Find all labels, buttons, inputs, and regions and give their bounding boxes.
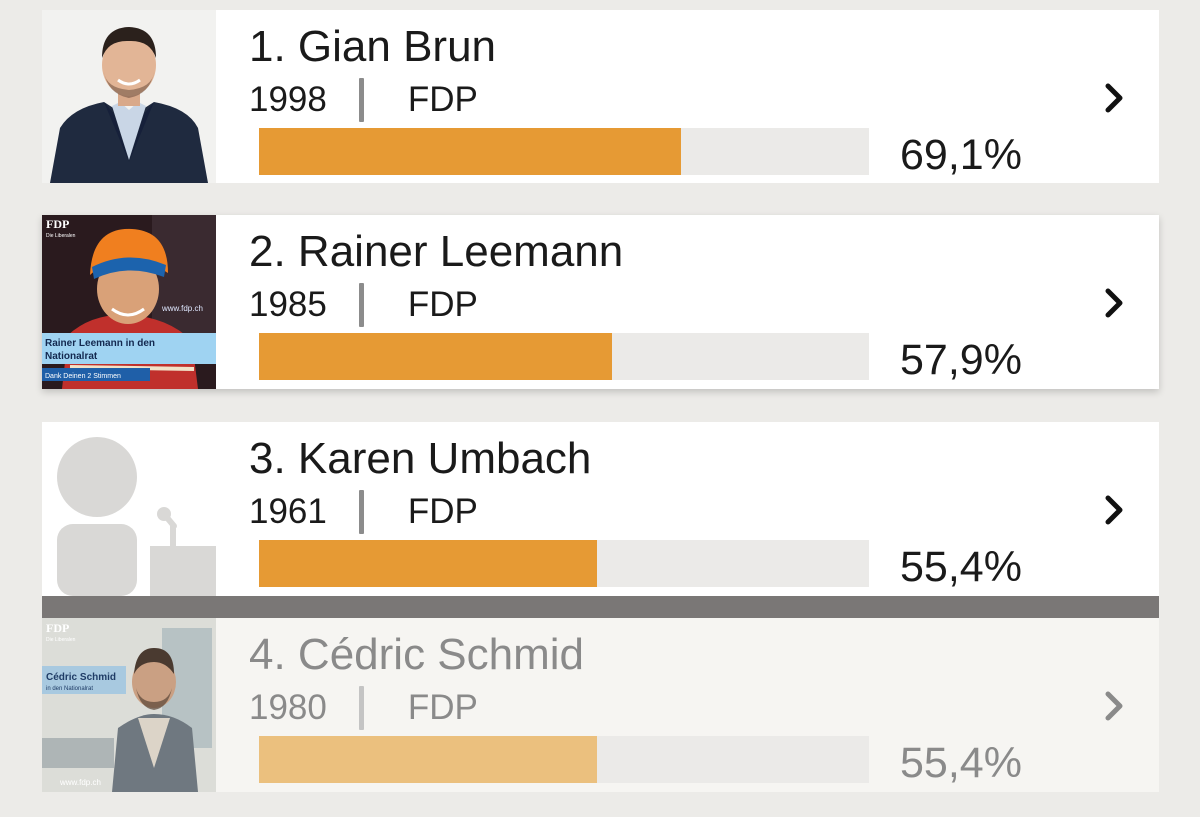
vote-share-percent: 69,1% bbox=[900, 131, 1022, 179]
campaign-logo-sub: Die Liberalen bbox=[46, 637, 76, 643]
candidate-card-4[interactable]: FDP Die Liberalen Cédric Schmid in den N… bbox=[42, 618, 1159, 792]
campaign-banner-small: Dank Deinen 2 Stimmen bbox=[45, 373, 121, 380]
vote-share-bar-fill bbox=[259, 540, 597, 587]
birth-year: 1985 bbox=[249, 285, 327, 324]
meta-separator bbox=[358, 283, 364, 327]
vote-share-bar bbox=[259, 128, 869, 175]
campaign-logo: FDP bbox=[46, 621, 69, 635]
birth-year: 1998 bbox=[249, 80, 327, 119]
vote-share-bar bbox=[259, 333, 869, 380]
campaign-url: www.fdp.ch bbox=[59, 778, 101, 787]
chevron-right-icon[interactable] bbox=[1096, 285, 1132, 321]
campaign-url: www.fdp.ch bbox=[161, 304, 203, 313]
candidate-meta: 1980 FDP bbox=[249, 686, 478, 730]
candidate-card-3[interactable]: 3. Karen Umbach 1961 FDP 55,4% bbox=[42, 422, 1159, 596]
chevron-right-icon[interactable] bbox=[1096, 688, 1132, 724]
candidate-meta: 1985 FDP bbox=[249, 283, 478, 327]
birth-year: 1961 bbox=[249, 492, 327, 531]
party-label: FDP bbox=[407, 688, 478, 727]
candidate-photo: FDP Die Liberalen Cédric Schmid in den N… bbox=[42, 618, 216, 792]
campaign-banner-line-1: Rainer Leemann in den bbox=[45, 338, 155, 349]
birth-year: 1980 bbox=[249, 688, 327, 727]
campaign-banner-line-2: in den Nationalrat bbox=[46, 686, 93, 692]
candidate-name: 2. Rainer Leemann bbox=[249, 227, 624, 276]
meta-separator bbox=[358, 686, 364, 730]
chevron-right-icon[interactable] bbox=[1096, 80, 1132, 116]
vote-share-bar-fill bbox=[259, 128, 681, 175]
vote-share-percent: 55,4% bbox=[900, 739, 1022, 787]
candidate-photo bbox=[42, 10, 216, 183]
candidate-meta: 1961 FDP bbox=[249, 490, 478, 534]
vote-share-bar bbox=[259, 540, 869, 587]
vote-share-percent: 57,9% bbox=[900, 336, 1022, 384]
candidate-name: 4. Cédric Schmid bbox=[249, 630, 585, 679]
vote-share-percent: 55,4% bbox=[900, 543, 1022, 591]
campaign-logo-sub: Die Liberalen bbox=[46, 233, 76, 239]
vote-share-bar-fill bbox=[259, 333, 613, 380]
cutoff-divider bbox=[42, 596, 1159, 618]
meta-separator bbox=[358, 490, 364, 534]
placeholder-avatar-icon bbox=[42, 422, 216, 596]
candidate-name: 1. Gian Brun bbox=[249, 22, 497, 71]
campaign-logo: FDP bbox=[46, 217, 69, 231]
party-label: FDP bbox=[407, 492, 478, 531]
party-label: FDP bbox=[407, 285, 478, 324]
campaign-banner-line-2: Nationalrat bbox=[45, 351, 98, 362]
candidate-card-1[interactable]: 1. Gian Brun 1998 FDP 69,1% bbox=[42, 10, 1159, 183]
candidate-photo: FDP Die Liberalen www.fdp.ch Rainer Leem… bbox=[42, 215, 216, 389]
party-label: FDP bbox=[407, 80, 478, 119]
candidate-card-2[interactable]: FDP Die Liberalen www.fdp.ch Rainer Leem… bbox=[42, 215, 1159, 389]
candidate-name: 3. Karen Umbach bbox=[249, 434, 592, 483]
vote-share-bar bbox=[259, 736, 869, 783]
chevron-right-icon[interactable] bbox=[1096, 492, 1132, 528]
campaign-banner-line-1: Cédric Schmid bbox=[46, 672, 116, 683]
meta-separator bbox=[358, 78, 364, 122]
candidate-meta: 1998 FDP bbox=[249, 78, 478, 122]
vote-share-bar-fill bbox=[259, 736, 597, 783]
